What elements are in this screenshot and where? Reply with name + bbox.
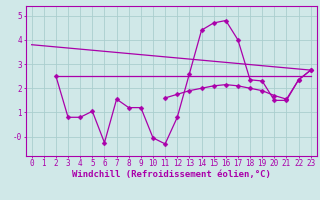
X-axis label: Windchill (Refroidissement éolien,°C): Windchill (Refroidissement éolien,°C) xyxy=(72,170,271,179)
